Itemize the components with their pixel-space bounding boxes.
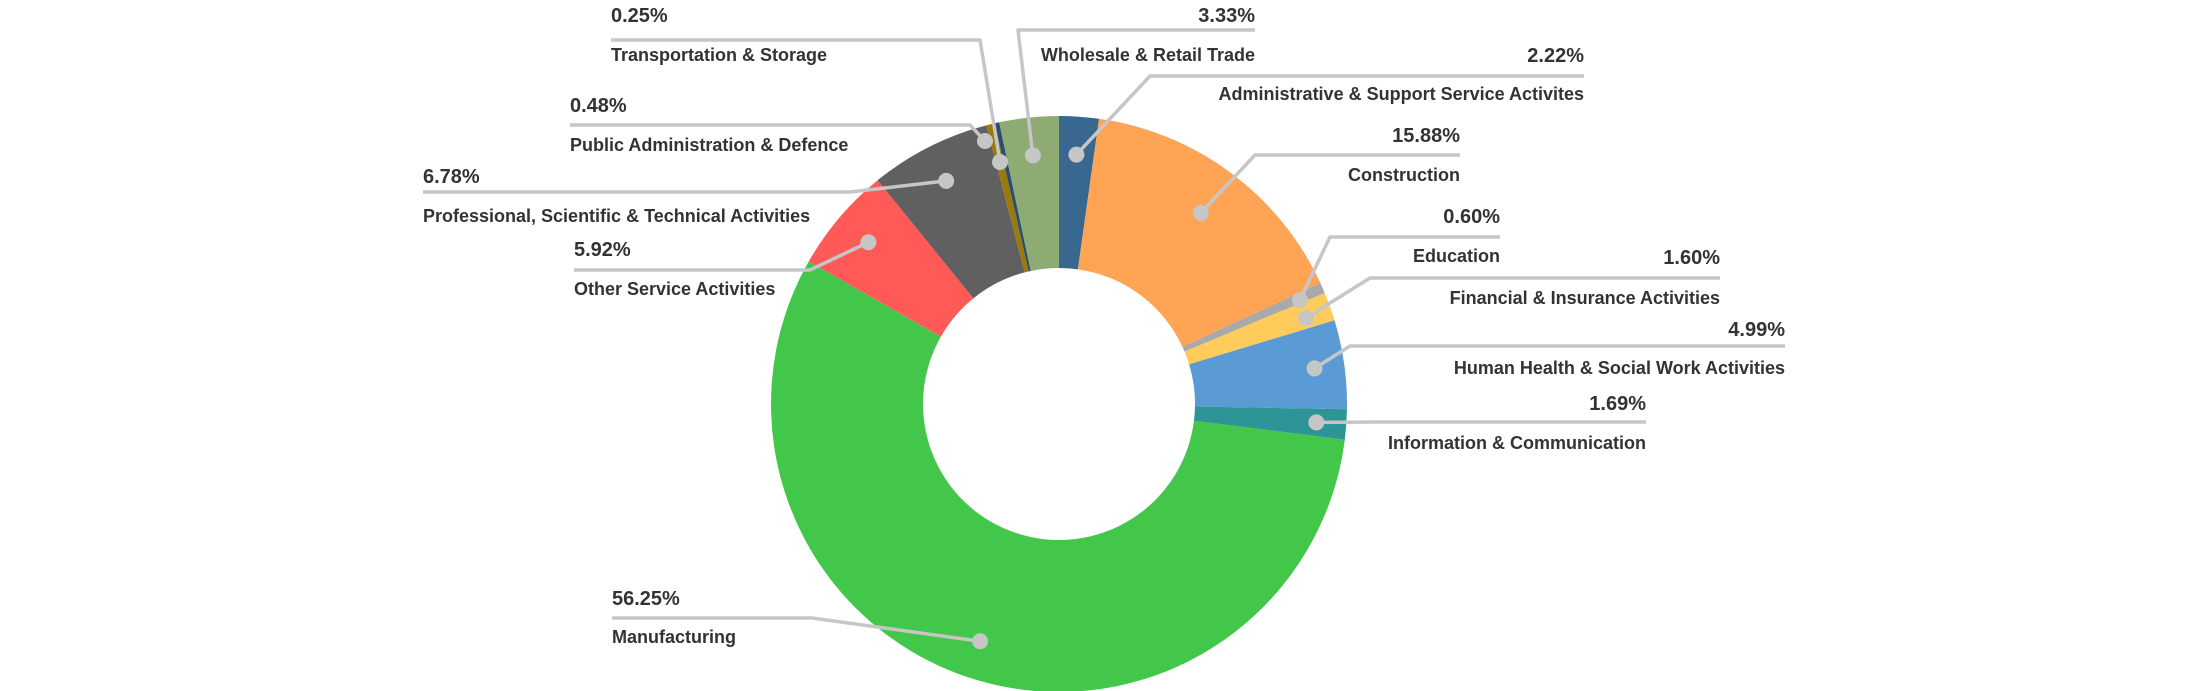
- leader-line-wholesale-and-retail-trade: [1016, 28, 1255, 156]
- leader-line-human-health-and-social-work-activities: [1313, 344, 1785, 370]
- data-label-wholesale-and-retail-trade: 3.33%: [1198, 5, 1255, 27]
- slice-education: [1182, 283, 1325, 352]
- label-dot-administrative-and-support-service-activites: [1068, 146, 1085, 163]
- category-label-transportation-and-storage: Transportation & Storage: [611, 45, 827, 65]
- label-dot-public-administration-and-defence: [977, 133, 993, 149]
- category-label-information-and-communication: Information & Communication: [1388, 433, 1646, 453]
- data-label-manufacturing: 56.25%: [612, 588, 680, 610]
- leader-line-other-service-activities: [574, 240, 870, 272]
- leader-line-professional-scientific-and-technical-activities: [423, 179, 947, 194]
- label-dot-manufacturing: [972, 633, 989, 650]
- category-label-public-administration-and-defence: Public Administration & Defence: [570, 135, 848, 155]
- slice-wholesale-and-retail-trade: [999, 116, 1059, 271]
- slice-manufacturing: [771, 261, 1345, 691]
- leader-line-financial-and-insurance-activities: [1305, 276, 1720, 320]
- data-label-other-service-activities: 5.92%: [574, 239, 631, 261]
- label-dot-human-health-and-social-work-activities: [1306, 360, 1323, 377]
- label-dot-financial-and-insurance-activities: [1298, 310, 1314, 326]
- leader-line-administrative-and-support-service-activites: [1075, 74, 1584, 156]
- slice-professional-scientific-and-technical-activities: [877, 125, 1025, 299]
- data-label-professional-scientific-and-technical-activities: 6.78%: [423, 166, 480, 188]
- leader-line-education: [1298, 235, 1500, 301]
- category-label-administrative-and-support-service-activites: Administrative & Support Service Activit…: [1219, 84, 1584, 104]
- leader-line-construction: [1199, 153, 1460, 215]
- data-label-transportation-and-storage: 0.25%: [611, 5, 668, 27]
- category-label-other-service-activities: Other Service Activities: [574, 279, 775, 299]
- category-label-wholesale-and-retail-trade: Wholesale & Retail Trade: [1041, 45, 1255, 65]
- data-label-construction: 15.88%: [1392, 125, 1460, 147]
- slice-financial-and-insurance-activities: [1184, 292, 1335, 365]
- data-label-administrative-and-support-service-activites: 2.22%: [1527, 45, 1584, 67]
- data-label-information-and-communication: 1.69%: [1589, 393, 1646, 415]
- category-label-construction: Construction: [1348, 165, 1460, 185]
- category-label-human-health-and-social-work-activities: Human Health & Social Work Activities: [1454, 358, 1785, 378]
- slice-other-service-activities: [808, 180, 974, 337]
- label-dot-education: [1292, 292, 1308, 308]
- label-dot-other-service-activities: [860, 234, 877, 251]
- category-label-manufacturing: Manufacturing: [612, 627, 736, 647]
- category-label-professional-scientific-and-technical-activities: Professional, Scientific & Technical Act…: [423, 206, 810, 226]
- label-dot-transportation-and-storage: [992, 154, 1008, 170]
- data-label-education: 0.60%: [1443, 206, 1500, 228]
- label-dot-information-and-communication: [1308, 414, 1325, 431]
- label-group: 2.22% Administrative & Support Service Ac…: [423, 5, 1785, 647]
- label-dot-construction: [1192, 204, 1209, 221]
- leader-line-manufacturing: [612, 616, 981, 643]
- category-label-financial-and-insurance-activities: Financial & Insurance Activities: [1450, 288, 1720, 308]
- leader-line-group: [423, 28, 1785, 650]
- slice-human-health-and-social-work-activities: [1189, 320, 1347, 410]
- data-label-human-health-and-social-work-activities: 4.99%: [1728, 319, 1785, 341]
- category-label-education: Education: [1413, 246, 1500, 266]
- data-label-public-administration-and-defence: 0.48%: [570, 95, 627, 117]
- data-label-financial-and-insurance-activities: 1.60%: [1663, 247, 1720, 269]
- label-dot-professional-scientific-and-technical-activities: [938, 172, 955, 189]
- slice-information-and-communication: [1193, 406, 1347, 440]
- label-dot-wholesale-and-retail-trade: [1024, 147, 1041, 164]
- slice-construction: [1077, 118, 1321, 347]
- leader-line-transportation-and-storage: [611, 38, 1002, 163]
- slice-group: [771, 116, 1347, 691]
